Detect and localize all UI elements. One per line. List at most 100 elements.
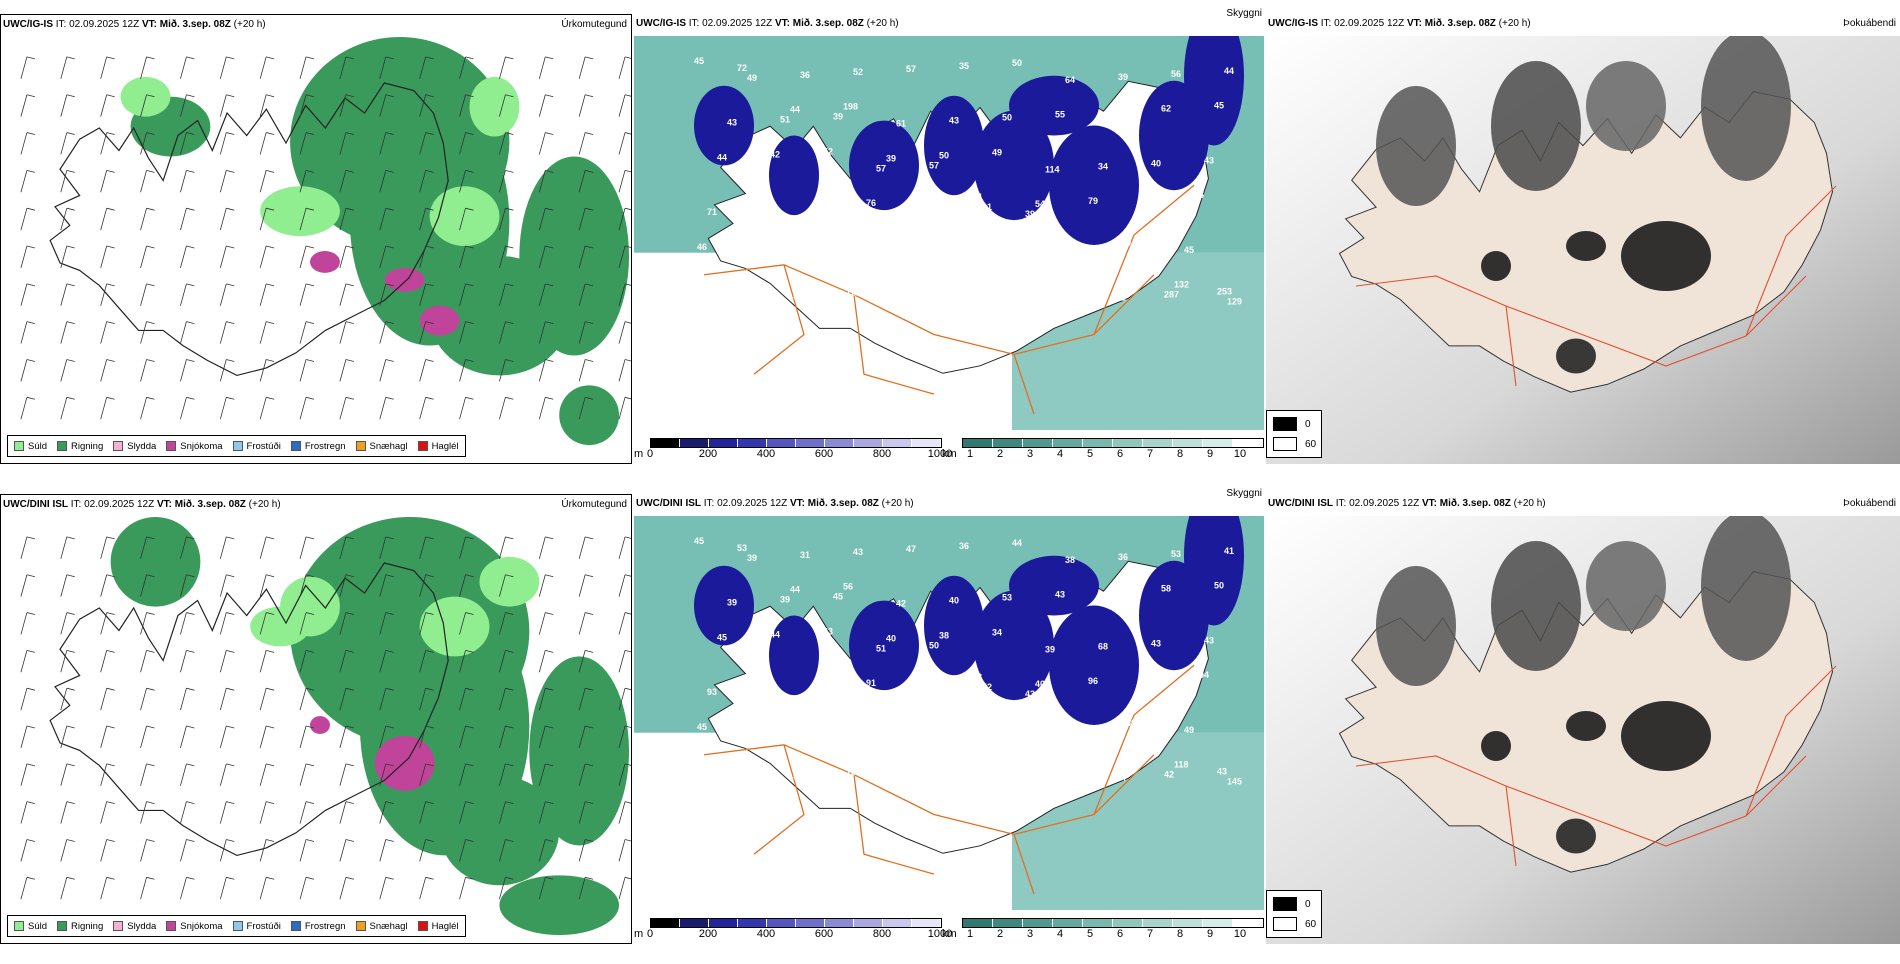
visibility-colorbar: km 1 2 3 4 5 6 7 8 9 10 <box>942 918 1264 946</box>
wind-barb <box>339 725 354 749</box>
wind-barb <box>100 687 115 711</box>
colorbar-tick: 800 <box>872 448 892 460</box>
visibility-value-label: 56 <box>1194 190 1204 200</box>
precip-legend-label: Snjókoma <box>180 920 223 932</box>
visibility-value-label: 71 <box>707 207 717 217</box>
visibility-value-label: 41 <box>1224 546 1234 556</box>
wind-barb <box>140 725 155 749</box>
wind-barb <box>339 321 354 344</box>
visibility-value-label: 44 <box>717 152 727 162</box>
wind-barb <box>299 839 315 862</box>
wind-barb <box>100 725 115 749</box>
visibility-value-label: 50 <box>1078 731 1088 741</box>
visibility-value-label: 35 <box>959 61 969 71</box>
wind-barb <box>100 574 115 597</box>
wind-barb <box>180 207 195 231</box>
wind-barb <box>20 321 35 344</box>
colorbar-tick: 7 <box>1146 448 1154 460</box>
wind-barb <box>100 245 115 269</box>
colorbar-segment <box>1053 439 1083 447</box>
wind-barb <box>379 245 394 269</box>
colorbar-segment <box>993 919 1023 927</box>
colorbar-tick: 1 <box>966 928 974 940</box>
colorbar-tick: 10 <box>1233 928 1247 940</box>
wind-barb <box>180 725 195 749</box>
rain-area <box>110 517 201 607</box>
panel-title: Skyggni <box>1226 8 1262 19</box>
wind-barb <box>419 687 434 711</box>
forecast-row-dini: UWC/DINI ISL IT: 02.09.2025 12Z VT: Mið.… <box>0 488 1900 964</box>
wind-barb <box>459 283 474 306</box>
visibility-value-label: 62 <box>1161 104 1171 114</box>
wind-barb <box>60 839 75 862</box>
visibility-value-label: 43 <box>1217 767 1227 777</box>
coastline <box>49 82 449 377</box>
wind-barb <box>259 876 275 900</box>
terrain-unit: m <box>634 448 644 460</box>
wind-barb <box>140 359 155 382</box>
precip-legend-label: Haglél <box>431 920 459 932</box>
wind-barb <box>459 574 474 597</box>
wind-barb <box>140 536 155 559</box>
visibility-value-label: 49 <box>1184 725 1194 735</box>
precip-legend-label: Súld <box>28 920 48 932</box>
wind-barb <box>219 132 235 155</box>
precip-legend-label: Frostregn <box>304 920 346 932</box>
wind-barb <box>578 396 594 420</box>
fog-area <box>1586 61 1666 151</box>
colorbar-segment <box>1173 919 1203 927</box>
wind-barb <box>339 207 354 231</box>
wind-barb <box>419 801 434 824</box>
fog-indicator-panel: UWC/DINI ISL IT: 02.09.2025 12Z VT: Mið.… <box>1266 494 1900 944</box>
wind-barb <box>379 132 394 155</box>
terrain-colorbar-bar <box>650 438 942 448</box>
wind-barb <box>578 763 594 786</box>
wind-barb <box>140 801 155 824</box>
wind-barb <box>140 283 155 306</box>
wind-barb <box>100 839 115 862</box>
visibility-value-label: 118 <box>1174 760 1189 770</box>
precip-legend-label: Súld <box>28 440 48 452</box>
wind-barb <box>60 169 75 193</box>
wind-barb <box>140 169 155 193</box>
visibility-value-label: 107 <box>740 294 755 304</box>
wind-barb <box>259 801 275 824</box>
wind-barb <box>339 396 354 420</box>
wind-barb <box>180 801 195 824</box>
visibility-value-label: 181 <box>1058 296 1073 306</box>
visibility-value-label: 91 <box>866 678 876 688</box>
wind-barb <box>419 574 434 597</box>
wind-barb <box>578 169 594 193</box>
fog-map <box>1266 516 1900 944</box>
road <box>1013 354 1035 415</box>
wind-barb <box>180 839 195 862</box>
drizzle-area <box>479 556 540 607</box>
wind-barb <box>20 207 35 231</box>
fog-area <box>1621 221 1711 291</box>
wind-barb <box>379 687 394 711</box>
visibility-value-label: 43 <box>853 547 863 557</box>
wind-barb <box>499 536 514 559</box>
precip-legend-swatch <box>14 921 24 931</box>
precip-legend-item: Frostregn <box>290 441 346 452</box>
wind-barb <box>140 687 155 711</box>
wind-barb <box>100 132 115 155</box>
colorbar-tick: 400 <box>756 928 776 940</box>
precip-legend-swatch <box>166 441 177 451</box>
wind-barb <box>379 56 394 79</box>
panel-header: UWC/IG-IS IT: 02.09.2025 12Z VT: Mið. 3.… <box>636 18 899 29</box>
wind-barb <box>140 649 155 673</box>
visibility-value-label: 45 <box>717 632 727 642</box>
colorbar-segment <box>1173 439 1203 447</box>
precip-legend-swatch <box>113 441 124 451</box>
visibility-value-label: 43 <box>1204 155 1214 165</box>
terrain-colorbar-bar <box>650 918 942 928</box>
colorbar-segment <box>963 919 993 927</box>
colorbar-tick: 0 <box>646 448 654 460</box>
terrain-area <box>1049 605 1139 725</box>
colorbar-segment <box>883 439 912 447</box>
fog-area <box>1491 541 1581 671</box>
wind-barb <box>259 94 275 117</box>
wind-barb <box>259 56 275 79</box>
visibility-value-label: 51 <box>780 115 790 125</box>
